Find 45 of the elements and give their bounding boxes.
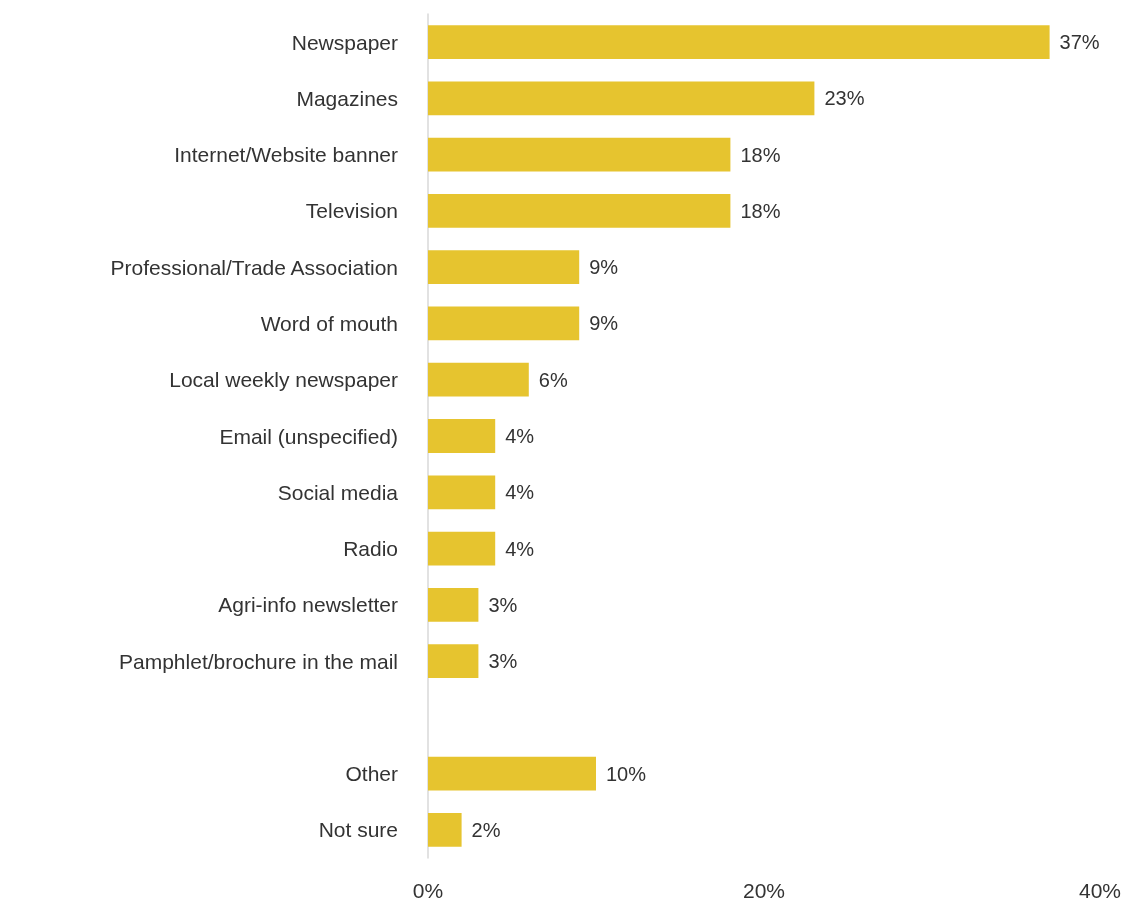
- y-tick-label: Professional/Trade Association: [110, 255, 398, 279]
- bar: [428, 644, 479, 678]
- bar: [428, 306, 580, 341]
- data-label: 4%: [505, 481, 535, 504]
- data-label: 3%: [488, 593, 518, 616]
- data-label: 9%: [589, 256, 619, 279]
- bar: [428, 812, 462, 847]
- bar: [428, 756, 596, 791]
- y-tick-label: Email (unspecified): [219, 424, 398, 448]
- y-tick-label: Newspaper: [291, 30, 398, 54]
- bar: [428, 137, 731, 172]
- bar: [428, 81, 815, 116]
- y-tick-label: Agri-info newsletter: [218, 593, 398, 617]
- bar: [428, 250, 580, 285]
- bar: [428, 475, 496, 510]
- bar: [428, 419, 496, 453]
- data-label: 2%: [471, 818, 501, 841]
- data-label: 18%: [740, 143, 781, 166]
- data-label: 6%: [538, 368, 568, 391]
- x-tick-label: 0%: [412, 879, 444, 902]
- bar: [428, 194, 731, 228]
- bar: [428, 25, 1050, 60]
- bar: [428, 587, 479, 622]
- y-tick-label: Other: [345, 762, 398, 786]
- bar: [428, 362, 529, 397]
- data-label: 37%: [1059, 31, 1100, 54]
- data-label: 18%: [740, 199, 781, 222]
- y-tick-label: Magazines: [296, 86, 398, 110]
- x-tick-label: 40%: [1078, 879, 1122, 902]
- y-tick-label: Internet/Website banner: [174, 143, 398, 167]
- data-label: 4%: [505, 425, 535, 447]
- y-tick-label: Radio: [343, 537, 398, 561]
- bar: [428, 531, 496, 566]
- y-tick-label: Pamphlet/brochure in the mail: [119, 649, 398, 673]
- data-label: 9%: [589, 312, 619, 335]
- y-tick-label: Social media: [277, 480, 399, 504]
- data-label: 3%: [488, 650, 518, 673]
- y-tick-label: Word of mouth: [260, 311, 398, 335]
- y-tick-label: Television: [305, 199, 398, 223]
- data-label: 10%: [606, 762, 647, 785]
- y-tick-label: Local weekly newspaper: [169, 368, 399, 392]
- y-tick-label: Not sure: [318, 818, 398, 842]
- data-label: 4%: [505, 537, 535, 560]
- data-label: 23%: [824, 87, 865, 110]
- x-tick-label: 20%: [742, 879, 786, 902]
